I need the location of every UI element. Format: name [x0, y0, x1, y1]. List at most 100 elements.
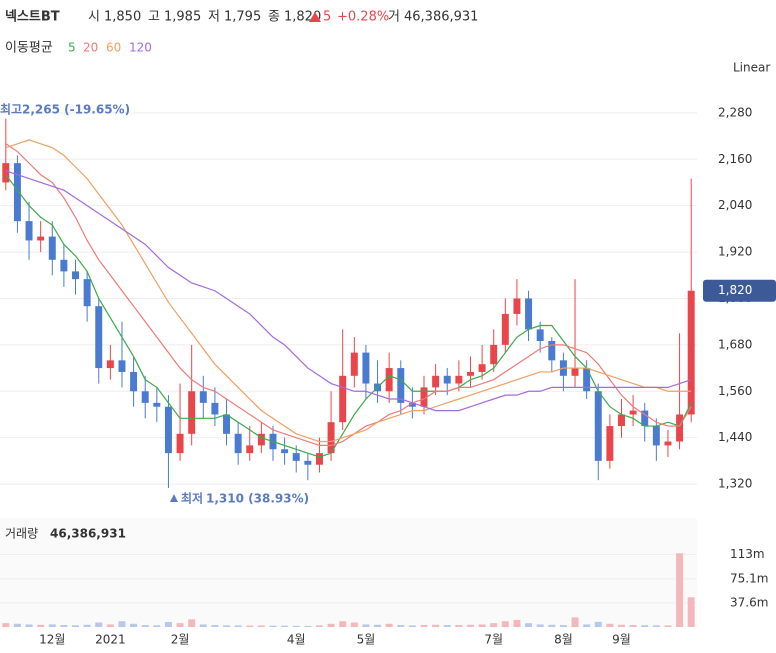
candle-body	[652, 426, 660, 446]
volume-bar	[408, 625, 416, 627]
ma-line	[5, 170, 692, 412]
legend-entry: 20	[83, 41, 98, 55]
candle-body	[466, 371, 474, 376]
candle-body	[246, 445, 254, 454]
volume-bar	[478, 624, 486, 627]
candle-body	[676, 414, 684, 442]
volume-bar	[583, 624, 591, 627]
volume-bar	[315, 625, 323, 627]
volume-bar	[234, 625, 242, 627]
label: 고	[148, 10, 160, 25]
volume-bar	[176, 623, 184, 627]
volume-bar	[385, 623, 393, 627]
candle-body	[315, 453, 323, 465]
candle-body	[188, 391, 196, 434]
volume-bar	[676, 553, 684, 627]
candle-body	[95, 306, 103, 369]
volume-bar	[443, 625, 451, 627]
candle-body	[48, 236, 56, 260]
candle-body	[153, 402, 161, 407]
volume-bar	[281, 625, 289, 627]
x-tick-label: 4월	[287, 633, 306, 647]
candle-body	[234, 433, 242, 454]
label: 시	[88, 10, 100, 25]
legend-entry: 60	[106, 41, 121, 55]
y-tick-label: 2,280	[718, 105, 752, 119]
candle-body	[211, 402, 219, 415]
volume-bar	[594, 621, 602, 627]
candle-body	[37, 236, 45, 241]
candle-body	[141, 391, 149, 403]
value: 46,386,931	[404, 10, 478, 25]
candle-body	[339, 375, 347, 423]
candle-body	[72, 271, 79, 280]
ma-legend: 5 20 60 120	[68, 41, 152, 55]
x-tick-label: 8월	[554, 633, 573, 647]
volume-bar	[350, 622, 358, 627]
min-icon	[170, 494, 178, 502]
candle-body	[420, 387, 428, 407]
max-label: 최고	[0, 102, 22, 117]
candle-body	[548, 341, 556, 361]
ma-label: 이동평균	[5, 41, 53, 56]
y-tick-label: 113m	[730, 547, 765, 561]
label: 거	[388, 10, 400, 25]
min-label: 최저	[181, 491, 203, 506]
volume-bar	[95, 622, 103, 627]
legend-entry: 5	[68, 41, 76, 55]
volume-bar	[83, 624, 91, 627]
candle-body	[327, 422, 335, 454]
candle-body	[618, 414, 625, 427]
y-tick-label: 2,160	[718, 152, 752, 166]
candle-body	[350, 352, 358, 376]
volume-title: 거래량	[5, 527, 38, 541]
label: 저	[208, 10, 220, 25]
x-tick-label: 2021	[95, 633, 126, 647]
change-pct: +0.28%	[337, 10, 389, 25]
volume-bar	[420, 625, 428, 627]
y-tick-label: 1,320	[718, 477, 752, 491]
value: 1,795	[224, 10, 261, 25]
volume-bar	[60, 625, 68, 627]
volume-value: 46,386,931	[50, 527, 126, 541]
candle-body	[478, 364, 486, 372]
candle-body	[385, 368, 393, 392]
volume-bar	[618, 624, 625, 627]
candle-body	[397, 368, 405, 403]
y-tick-label: 37.6m	[730, 595, 768, 609]
volume-bar	[536, 624, 544, 627]
label: 종	[268, 10, 280, 25]
x-tick-label: 5월	[357, 633, 376, 647]
volume-bar	[641, 625, 649, 627]
value: 1,850	[104, 10, 141, 25]
candle-body	[199, 391, 207, 403]
candle-body	[455, 375, 463, 384]
volume-bar	[188, 619, 196, 627]
y-tick-label: 1,560	[718, 384, 752, 398]
last-price: 1,820	[718, 283, 752, 297]
volume-bar	[513, 619, 521, 627]
x-tick-label: 7월	[484, 633, 503, 647]
candle-body	[443, 375, 451, 384]
candle-body	[304, 460, 312, 465]
candle-body	[130, 371, 138, 392]
volume-bar	[362, 624, 370, 627]
volume-bar	[501, 621, 509, 627]
volume-bar	[466, 624, 474, 627]
candle-body	[25, 221, 33, 241]
candle-body	[536, 329, 544, 341]
candle-body	[432, 375, 440, 388]
x-tick-label: 12월	[39, 633, 65, 647]
volume-bar	[432, 624, 440, 627]
volume-bar	[25, 624, 33, 627]
volume-bar	[257, 625, 265, 627]
candle-body	[83, 279, 91, 307]
candle-body	[164, 406, 172, 454]
volume-bar	[48, 624, 56, 627]
volume-bar	[164, 621, 172, 627]
candle-body	[571, 368, 579, 376]
volume-bar	[374, 624, 382, 627]
volume-bar	[606, 623, 614, 627]
candle-body	[257, 433, 265, 446]
